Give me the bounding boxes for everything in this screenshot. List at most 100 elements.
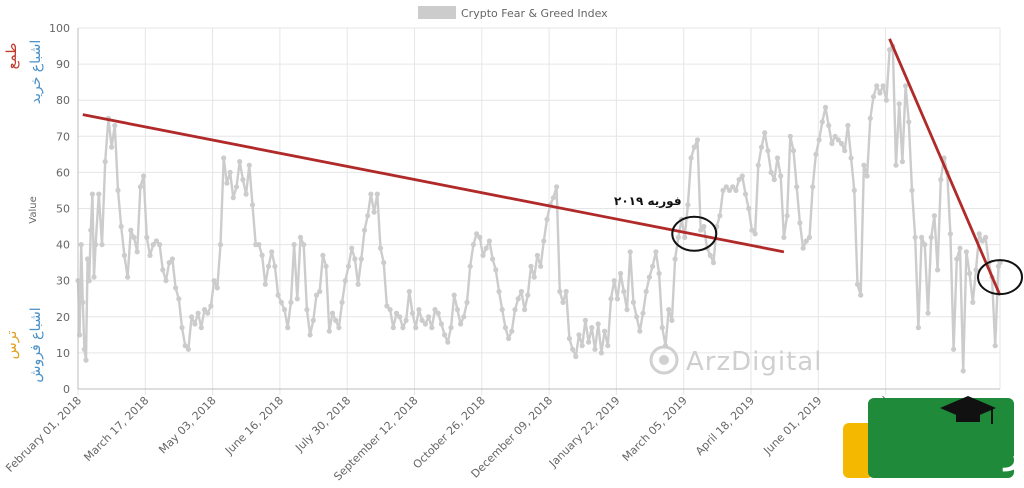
data-point (381, 260, 387, 266)
highlight-circle (977, 259, 1023, 296)
x-tick-label: March 17, 2018 (81, 394, 151, 464)
badge-text: سوفیانیوز (1002, 437, 1024, 472)
data-point (442, 332, 448, 338)
data-point (480, 252, 486, 258)
data-point (499, 307, 505, 313)
data-point (560, 299, 566, 305)
data-point (96, 191, 102, 197)
data-point (746, 205, 752, 212)
data-point (861, 162, 867, 168)
data-point (384, 303, 390, 309)
data-point (80, 299, 86, 305)
data-point (294, 296, 300, 302)
data-point (858, 292, 864, 298)
data-point (733, 187, 739, 193)
y-tick-label: 100 (49, 22, 70, 35)
data-point (870, 94, 877, 100)
data-point (915, 325, 922, 331)
y-tick-label: 80 (56, 94, 70, 107)
data-point (742, 191, 749, 197)
data-point (221, 155, 227, 161)
data-point (605, 343, 611, 349)
data-point (323, 263, 329, 269)
data-point (182, 343, 188, 349)
trend-line (82, 113, 785, 254)
data-point (515, 296, 521, 302)
data-point (976, 231, 982, 237)
data-point (774, 155, 781, 161)
data-point (842, 148, 848, 154)
data-point (345, 263, 352, 269)
data-point (947, 231, 954, 237)
x-tick-label: May 03, 2018 (156, 394, 218, 456)
data-point (637, 328, 643, 334)
data-point (627, 249, 633, 255)
data-point (867, 115, 873, 121)
data-point (906, 119, 912, 125)
greed-label: طمع (4, 43, 20, 70)
legend[interactable]: Crypto Fear & Greed Index (418, 6, 608, 20)
data-point (486, 238, 492, 244)
data-point (919, 234, 925, 240)
data-point (211, 278, 217, 284)
data-point (762, 130, 768, 136)
data-point (201, 307, 208, 313)
data-point (169, 256, 175, 262)
data-point (448, 325, 454, 331)
data-point (864, 173, 870, 179)
series (75, 43, 1003, 374)
data-point (230, 195, 236, 201)
x-tick-label: January 22, 2019 (546, 394, 623, 471)
data-point (483, 245, 489, 251)
data-point (954, 256, 960, 262)
data-point (141, 173, 147, 179)
data-point (458, 321, 464, 327)
data-point (329, 310, 336, 316)
data-point (701, 223, 707, 230)
data-point (432, 307, 438, 313)
fear-label: ترس (4, 331, 20, 360)
data-point (265, 263, 272, 269)
data-point (134, 249, 140, 255)
data-point (963, 249, 970, 255)
data-point (736, 177, 742, 183)
data-point (112, 122, 118, 129)
data-point (144, 234, 150, 240)
data-point (758, 144, 765, 150)
data-point (83, 357, 89, 363)
data-point (387, 307, 393, 313)
data-point (903, 83, 909, 89)
data-point (313, 292, 320, 298)
data-point (326, 328, 332, 334)
data-point (150, 242, 156, 248)
data-point (595, 321, 601, 327)
data-point (397, 314, 403, 320)
data-point (768, 169, 774, 175)
data-point (422, 321, 428, 327)
data-point (698, 227, 704, 233)
data-point (822, 104, 829, 110)
data-point (198, 325, 204, 331)
data-point (538, 263, 544, 269)
data-point (217, 242, 224, 248)
data-point (355, 281, 361, 287)
watermark: ArzDigital (649, 345, 821, 377)
data-point (310, 317, 316, 323)
data-point (342, 278, 348, 284)
sofianews-badge[interactable]: سوفیانیوز (843, 396, 1024, 478)
data-point (445, 339, 451, 345)
data-point (160, 267, 166, 273)
y-tick-label: 90 (56, 58, 70, 71)
data-point (765, 148, 771, 154)
x-tick-label: June 01, 2019 (760, 394, 824, 458)
data-point (409, 310, 416, 316)
data-point (983, 234, 989, 240)
data-point (931, 213, 938, 219)
data-point (893, 162, 899, 168)
data-point (518, 288, 525, 295)
data-point (582, 317, 589, 323)
data-point (589, 325, 595, 331)
data-point (243, 191, 249, 197)
data-point (557, 288, 563, 295)
data-point (813, 151, 819, 157)
